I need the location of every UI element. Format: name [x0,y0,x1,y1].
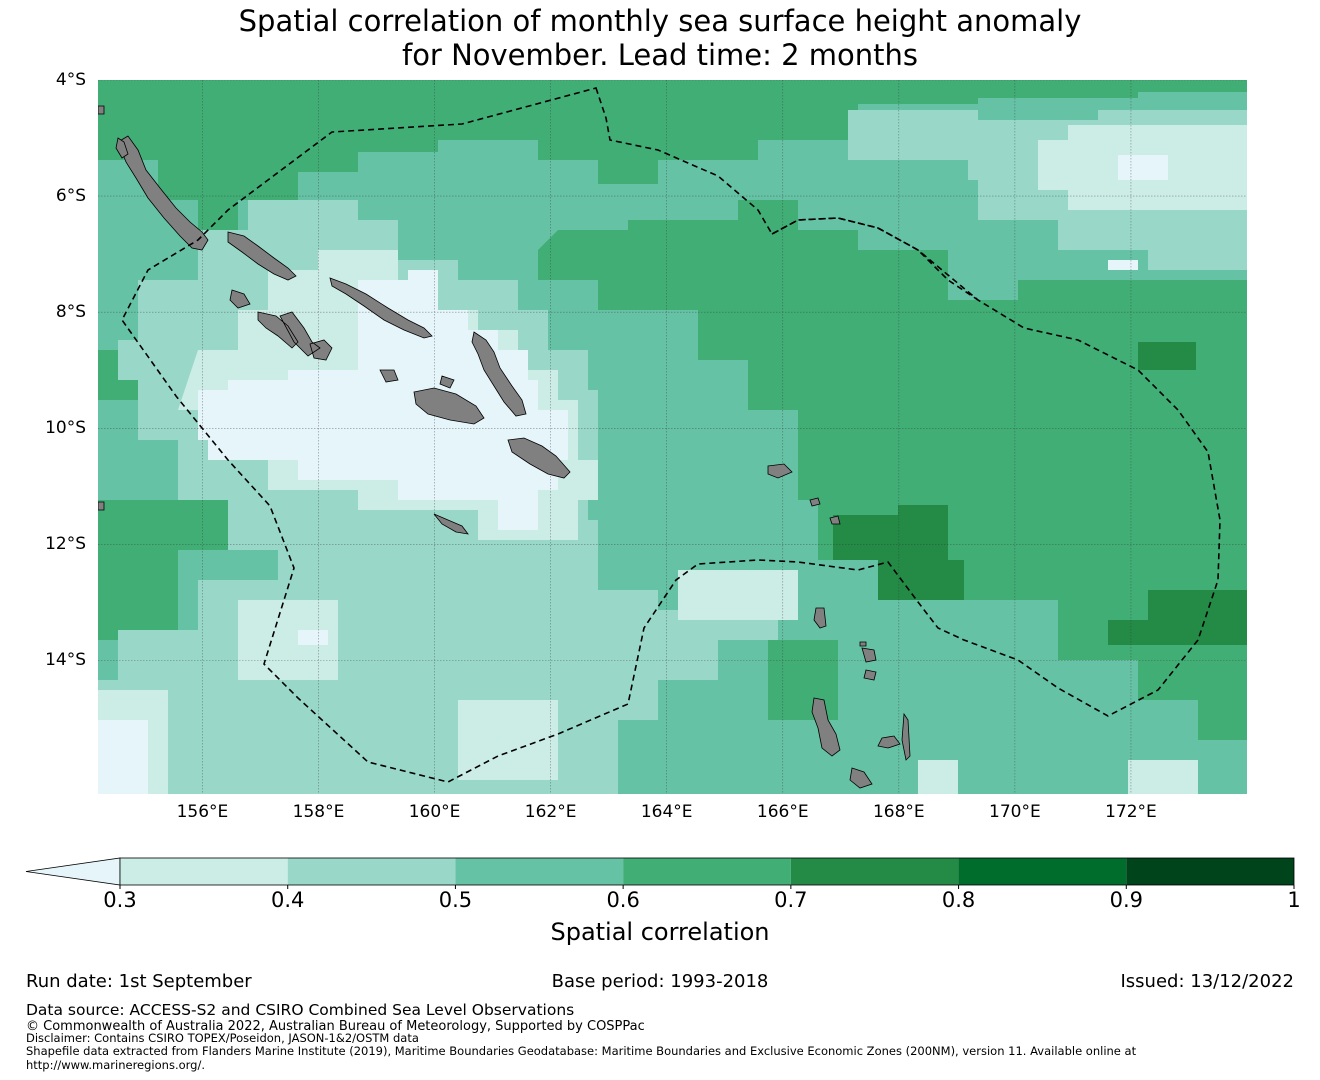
correlation-map [98,80,1247,794]
issued-date: Issued: 13/12/2022 [1120,971,1294,992]
colorbar-bin [790,858,959,885]
land-bougainville [117,135,209,251]
lat-label: 12°S [45,534,86,555]
lon-label: 160°E [408,802,461,822]
title-line-2: for November. Lead time: 2 months [401,38,919,72]
lat-label: 10°S [45,418,86,439]
colorbar-tick-label: 0.6 [606,888,640,912]
lon-label: 156°E [176,802,229,822]
colorbar-frame [119,857,1295,886]
land-vanuatu-malekula [849,647,911,789]
land-masses [98,105,911,789]
colorbar-extend-min [25,857,121,886]
land-guadalcanal [413,387,485,425]
land-vanuatu-espiritu [811,697,841,757]
base-period: Base period: 1993-2018 [551,971,769,992]
lon-label: 164°E [640,802,693,822]
lon-label: 158°E [292,802,345,822]
field-band-northeast-lightest [1118,155,1168,180]
lon-label: 168°E [872,802,925,822]
eez-solomon-islands [121,87,1221,783]
lon-label: 170°E [989,802,1041,822]
colorbar-tick-label: 0.5 [438,888,473,912]
colorbar-tick-label: 0.4 [271,888,305,912]
land-small-1 [379,369,793,535]
colorbar-bin [287,858,456,885]
land-new-georgia [229,289,333,361]
land-santa-isabel [329,277,433,339]
title-line-1: Spatial correlation of monthly sea surfa… [238,4,1082,38]
land-malaita [471,331,527,417]
map-canvas [98,80,1247,794]
lat-label: 6°S [55,186,86,207]
field-band-central-lightest [98,260,1138,794]
run-date: Run date: 1st September [26,971,252,992]
colorbar-bin [958,858,1127,885]
land-choiseul [227,231,297,281]
colorbar-tick-label: 0.7 [774,888,808,912]
eez-boundaries [121,87,1221,783]
shapefile-url[interactable]: http://www.marineregions.org/. [26,1058,205,1072]
lon-label: 162°E [524,802,577,822]
field-band-east [538,200,1247,740]
colorbar [25,857,1295,889]
eez-vanuatu-north [771,217,979,301]
colorbar-tick-label: 0.9 [1109,888,1143,912]
land-buka [115,137,129,159]
colorbar-bin [623,858,791,885]
copyright: © Commonwealth of Australia 2022, Austra… [26,1019,645,1034]
chart-title: Spatial correlation of monthly sea surfa… [0,4,1320,72]
lat-label: 8°S [55,302,86,323]
colorbar-bin [455,858,624,885]
colorbar-label: Spatial correlation [550,918,770,946]
land-makira [507,437,571,479]
data-source: Data source: ACCESS-S2 and CSIRO Combine… [26,1001,575,1019]
colorbar-tick-label: 0.3 [103,888,137,912]
disclaimer: Disclaimer: Contains CSIRO TOPEX/Poseido… [26,1031,419,1045]
graticule [98,80,1247,794]
field-band-north [98,80,1247,230]
land-small-2 [98,105,867,647]
colorbar-bin [1126,858,1294,885]
lon-label: 166°E [756,802,809,822]
colorbar-bin [120,858,288,885]
colorbar-tick-label: 0.8 [941,888,976,912]
field-band-west [98,350,238,640]
lat-label: 4°S [55,70,86,90]
lon-label: 172°E [1105,802,1157,822]
lat-label: 14°S [45,650,86,671]
colorbar-tick-label: 1 [1287,888,1301,912]
shapefile-credit: Shapefile data extracted from Flanders M… [26,1044,1137,1058]
field-band-strongest [833,342,1247,645]
